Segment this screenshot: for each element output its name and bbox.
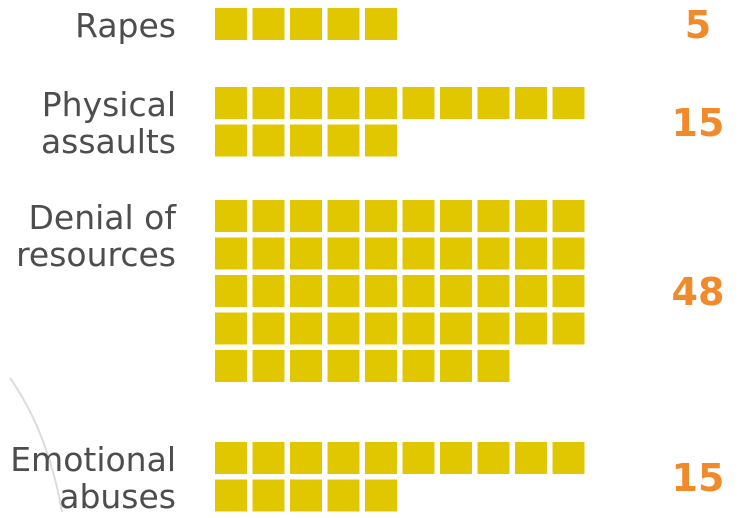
waffle-square: [215, 8, 247, 40]
waffle-square: [440, 442, 472, 474]
waffle-square: [215, 312, 247, 345]
waffle-square: [365, 124, 397, 157]
waffle-square: [215, 275, 247, 307]
waffle-square: [290, 275, 322, 307]
waffle-square: [477, 237, 510, 270]
waffle-square: [515, 200, 547, 232]
waffle-square: [327, 312, 360, 345]
waffle-square: [252, 8, 285, 40]
waffle-square: [327, 275, 360, 307]
value-label: 15: [672, 101, 725, 145]
waffle-square: [252, 275, 285, 307]
category-label: Rapes: [75, 6, 176, 45]
waffle-square: [215, 200, 247, 232]
waffle-square: [402, 312, 435, 345]
waffle-square: [290, 237, 322, 270]
value-label: 5: [685, 3, 711, 47]
waffle-square: [440, 312, 472, 345]
waffle-square: [327, 87, 360, 119]
waffle-square: [515, 312, 547, 345]
waffle-square: [327, 200, 360, 232]
category-label: Emotional abuses: [10, 440, 176, 516]
waffle-square: [402, 442, 435, 474]
waffle-square: [552, 200, 585, 232]
waffle-square: [477, 87, 510, 119]
waffle-square: [290, 350, 322, 382]
waffle-square: [252, 200, 285, 232]
waffle-square: [327, 237, 360, 270]
waffle-square: [215, 124, 247, 157]
waffle-square: [252, 312, 285, 345]
category-label: Physical assaults: [41, 85, 176, 161]
waffle-square: [365, 8, 397, 40]
waffle-square: [477, 312, 510, 345]
value-label: 48: [672, 270, 725, 314]
waffle-square: [327, 479, 360, 512]
waffle-square: [477, 442, 510, 474]
waffle-square: [327, 442, 360, 474]
waffle-square: [515, 275, 547, 307]
waffle-square: [440, 350, 472, 382]
waffle-square: [440, 87, 472, 119]
waffle-square: [365, 442, 397, 474]
waffle-square: [440, 275, 472, 307]
waffle-square: [290, 200, 322, 232]
waffle-square: [477, 200, 510, 232]
waffle-square: [402, 275, 435, 307]
waffle-square: [215, 237, 247, 270]
waffle-square: [290, 479, 322, 512]
waffle-square: [440, 237, 472, 270]
waffle-square: [365, 350, 397, 382]
waffle-square: [252, 479, 285, 512]
waffle-square: [327, 124, 360, 157]
squares-layer: [215, 8, 585, 512]
category-label: Denial of resources: [16, 198, 177, 274]
value-label: 15: [672, 456, 725, 500]
waffle-square: [252, 350, 285, 382]
waffle-square: [440, 200, 472, 232]
waffle-square: [365, 200, 397, 232]
waffle-square: [365, 275, 397, 307]
waffle-square: [515, 87, 547, 119]
waffle-square: [402, 350, 435, 382]
waffle-square: [402, 237, 435, 270]
labels-layer: Rapes 5 Physical assaults 15 Denial of resourc…: [10, 3, 724, 516]
waffle-square: [215, 350, 247, 382]
waffle-square: [290, 124, 322, 157]
waffle-square: [215, 479, 247, 512]
waffle-square: [290, 442, 322, 474]
waffle-square: [365, 87, 397, 119]
waffle-square: [252, 87, 285, 119]
waffle-square: [402, 200, 435, 232]
waffle-square: [477, 275, 510, 307]
waffle-square: [515, 442, 547, 474]
waffle-square: [290, 312, 322, 345]
waffle-square: [365, 237, 397, 270]
background-arc: [9, 377, 63, 513]
waffle-square: [290, 8, 322, 40]
waffle-square: [552, 237, 585, 270]
waffle-square: [252, 442, 285, 474]
waffle-square: [515, 237, 547, 270]
waffle-square: [477, 350, 510, 382]
waffle-square: [365, 312, 397, 345]
waffle-square: [552, 312, 585, 345]
waffle-square: [402, 87, 435, 119]
waffle-square: [365, 479, 397, 512]
waffle-square: [290, 87, 322, 119]
waffle-square: [552, 442, 585, 474]
waffle-square: [252, 237, 285, 270]
waffle-square: [327, 8, 360, 40]
waffle-square: [252, 124, 285, 157]
waffle-square: [215, 87, 247, 119]
waffle-square: [327, 350, 360, 382]
waffle-square: [552, 275, 585, 307]
waffle-square: [215, 442, 247, 474]
waffle-square: [552, 87, 585, 119]
